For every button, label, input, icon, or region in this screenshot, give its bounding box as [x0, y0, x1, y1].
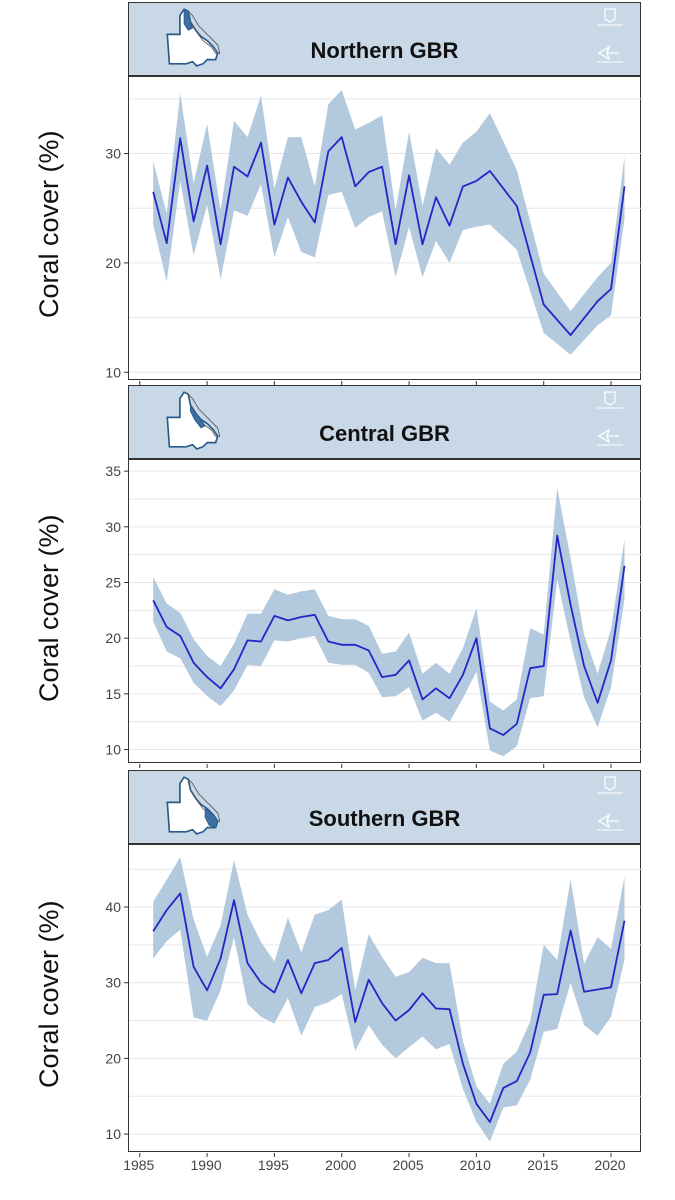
- aims-logo-icon: [597, 813, 623, 831]
- aims-logo-icon: [597, 45, 623, 63]
- gbr-outline: [187, 10, 221, 54]
- y-tick-label: 30: [105, 519, 121, 535]
- plot-area-southern: 10 20 30 40: [105, 844, 642, 1157]
- y-tick-label: 20: [105, 1050, 121, 1066]
- x-tick-label: 1985: [123, 1157, 154, 1173]
- australian-government-crest-icon: [597, 776, 623, 794]
- chart-central: 10 15 20 25 30 35: [105, 463, 642, 768]
- y-tick-label: 15: [105, 686, 121, 702]
- y-tick-label: 10: [105, 1126, 121, 1142]
- y-tick-label: 35: [105, 463, 121, 479]
- y-axis-label-central: Coral cover (%): [34, 514, 64, 702]
- x-tick-label: 2015: [527, 1157, 558, 1173]
- plot-area-central: 10 15 20 25 30 35: [105, 459, 642, 768]
- gbr-region-highlight: [183, 8, 194, 31]
- y-tick-label: 20: [105, 630, 121, 646]
- confidence-band: [153, 487, 625, 757]
- confidence-band: [153, 90, 625, 355]
- panel-title-central: Central GBR: [319, 421, 450, 446]
- x-tick-label: 1995: [258, 1157, 289, 1173]
- panel-title-northern: Northern GBR: [310, 38, 459, 63]
- x-tick-label: 2000: [325, 1157, 356, 1173]
- panel-header-northern: Northern GBR: [128, 2, 641, 76]
- y-tick-label: 30: [105, 146, 121, 162]
- panel-title-southern: Southern GBR: [308, 806, 461, 831]
- panel-header-central: Central GBR: [128, 385, 641, 459]
- x-tick-label: 1990: [191, 1157, 222, 1173]
- australian-government-crest-icon: [597, 8, 623, 26]
- qld-map-icon: [166, 776, 221, 835]
- y-tick-label: 10: [105, 742, 121, 758]
- qld-map-icon: [166, 8, 221, 67]
- y-axis-label-northern: Coral cover (%): [34, 130, 64, 318]
- y-tick-label: 40: [105, 899, 121, 915]
- x-tick-label: 2010: [460, 1157, 491, 1173]
- gbr-region-highlight: [204, 807, 219, 829]
- qld-map-icon: [166, 391, 221, 450]
- series-line: [152, 136, 626, 337]
- chart-southern: 10 20 30 40: [105, 857, 642, 1157]
- y-tick-label: 25: [105, 574, 121, 590]
- aims-logo-icon: [597, 428, 623, 446]
- y-tick-label: 10: [105, 364, 121, 380]
- y-tick-label: 30: [105, 975, 121, 991]
- x-axis: 1985 1990 1995 2000 2005 2010 2015 2020: [123, 1157, 626, 1173]
- panel-header-southern: Southern GBR: [128, 770, 641, 844]
- plot-area-northern: 10 20 30: [105, 76, 642, 385]
- series-line: [152, 534, 626, 736]
- confidence-band: [153, 857, 625, 1142]
- y-tick-label: 20: [105, 255, 121, 271]
- x-tick-label: 2020: [594, 1157, 625, 1173]
- chart-northern: 10 20 30: [105, 90, 642, 385]
- series-line: [152, 892, 626, 1123]
- y-axis-label-southern: Coral cover (%): [34, 900, 64, 1088]
- australian-government-crest-icon: [597, 391, 623, 409]
- gbr-region-highlight: [189, 403, 206, 429]
- x-tick-label: 2005: [392, 1157, 423, 1173]
